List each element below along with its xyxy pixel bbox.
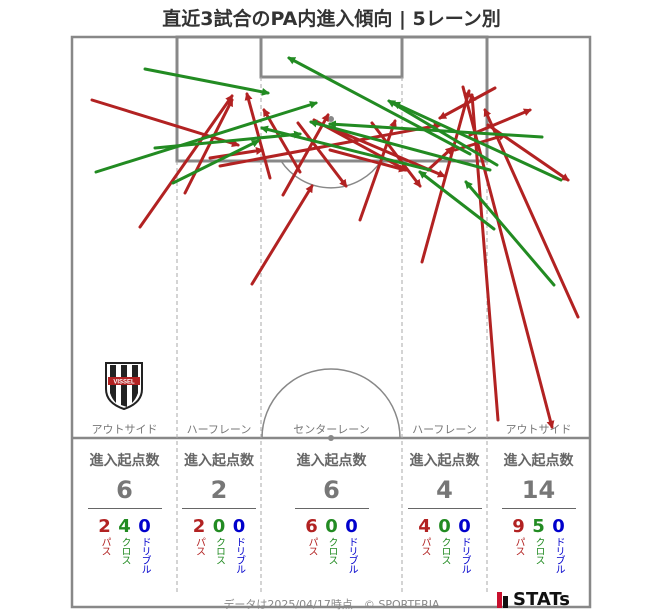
- cross-label: クロス: [533, 537, 544, 564]
- pass-arrow: [468, 93, 500, 422]
- stat-total: 6: [116, 476, 133, 504]
- stat-divider: [407, 508, 482, 509]
- pass-arrow: [262, 108, 302, 174]
- cross-arrow: [287, 56, 472, 156]
- dribble-label: ドリブル: [139, 537, 150, 573]
- cross-count: 5: [532, 516, 545, 537]
- pass-label: パス: [306, 537, 317, 555]
- pass-label: パス: [513, 537, 524, 555]
- dribble-count: 0: [345, 516, 358, 537]
- lane-label-outside-left: アウトサイド: [91, 423, 158, 436]
- pass-count: 2: [192, 516, 206, 537]
- lane-label-halfspace-right: ハーフレーン: [412, 423, 477, 436]
- brand-mark-icon: [497, 591, 509, 608]
- cross-arrow: [171, 139, 260, 185]
- dribble-count: 0: [232, 516, 246, 537]
- cross-label: クロス: [439, 537, 450, 564]
- brand-logo: STATs: [497, 589, 570, 610]
- lane-stats-halfspace-right: 進入起点数 4 4 パス 0 クロス 0 ドリブル: [402, 450, 487, 573]
- lane-label-outside-right: アウトサイド: [505, 423, 572, 436]
- chart-title: 直近3試合のPA内進入傾向 | 5レーン別: [162, 8, 501, 30]
- stat-title: 進入起点数: [409, 453, 480, 469]
- cross-arrow: [260, 125, 432, 172]
- cross-arrow: [94, 100, 318, 174]
- pass-count: 4: [418, 516, 431, 537]
- pass-arrow: [250, 184, 314, 286]
- cross-count: 0: [325, 516, 338, 537]
- dribble-label: ドリブル: [459, 537, 470, 573]
- pass-arrow: [244, 92, 272, 180]
- dribble-count: 0: [458, 516, 471, 537]
- cross-label: クロス: [213, 537, 225, 564]
- pass-arrow: [468, 108, 532, 137]
- dribble-label: ドリブル: [346, 537, 357, 573]
- cross-label: クロス: [119, 537, 130, 564]
- pass-arrow: [281, 113, 330, 197]
- data-date-footer: データは2025/04/17時点 © SPORTERIA: [223, 598, 440, 611]
- stat-title: 進入起点数: [184, 453, 254, 469]
- pass-arrow: [296, 121, 348, 188]
- dribble-label: ドリブル: [553, 537, 564, 573]
- pass-arrow: [438, 86, 497, 120]
- stat-divider: [87, 508, 162, 509]
- lane-stats-halfspace-left: 進入起点数 2 2 パス 0 クロス 0 ドリブル: [177, 450, 261, 573]
- cross-count: 0: [212, 516, 226, 537]
- pass-arrow: [358, 119, 397, 222]
- pass-arrow: [328, 148, 407, 173]
- lane-label-halfspace-left: ハーフレーン: [186, 423, 252, 436]
- cross-arrow: [392, 101, 563, 182]
- pass-count: 9: [512, 516, 525, 537]
- cross-arrow: [143, 67, 270, 96]
- lane-stats-outside-left: 進入起点数 6 2 パス 4 クロス 0 ドリブル: [72, 450, 177, 573]
- pass-arrow: [138, 94, 234, 229]
- cross-arrow: [464, 180, 556, 287]
- lane-label-center: センターレーン: [293, 423, 370, 436]
- stat-title: 進入起点数: [503, 453, 574, 469]
- brand-name: STATs: [513, 589, 570, 610]
- pass-arrow: [483, 108, 580, 319]
- cross-arrow: [387, 99, 499, 167]
- svg-text:VISSEL: VISSEL: [113, 380, 135, 386]
- pass-label: パス: [99, 537, 110, 555]
- stat-divider: [501, 508, 576, 509]
- lane-stats-center: 進入起点数 6 6 パス 0 クロス 0 ドリブル: [261, 450, 402, 573]
- stat-divider: [294, 508, 369, 509]
- entry-arrows: [90, 56, 580, 429]
- cross-count: 4: [118, 516, 131, 537]
- club-crest-logo: VISSEL: [105, 362, 143, 411]
- penalty-spot: [328, 116, 334, 122]
- lane-stats-outside-right: 進入起点数 14 9 パス 5 クロス 0 ドリブル: [487, 450, 590, 573]
- dribble-label: ドリブル: [233, 537, 245, 573]
- cross-label: クロス: [326, 537, 337, 564]
- stat-title: 進入起点数: [89, 453, 160, 469]
- center-circle: [261, 368, 401, 439]
- goal-area: [259, 35, 404, 79]
- pass-arrow: [208, 146, 264, 160]
- cross-arrow: [309, 119, 492, 172]
- cross-arrow: [418, 170, 496, 231]
- cross-arrow: [328, 120, 544, 139]
- pass-arrow: [183, 98, 234, 195]
- dribble-count: 0: [138, 516, 151, 537]
- stat-total: 2: [210, 476, 228, 504]
- pass-arrow: [426, 146, 454, 172]
- stat-total: 6: [323, 476, 340, 504]
- pass-label: パス: [193, 537, 205, 555]
- stat-total: 14: [521, 476, 556, 504]
- pass-count: 2: [98, 516, 111, 537]
- pass-arrow: [90, 98, 240, 148]
- stat-title: 進入起点数: [296, 453, 367, 469]
- penalty-arc: [280, 160, 382, 189]
- pass-count: 6: [305, 516, 318, 537]
- stat-divider: [182, 508, 256, 509]
- dribble-count: 0: [552, 516, 565, 537]
- pass-label: パス: [419, 537, 430, 555]
- pass-arrow: [420, 89, 472, 264]
- stat-total: 4: [436, 476, 453, 504]
- cross-count: 0: [438, 516, 451, 537]
